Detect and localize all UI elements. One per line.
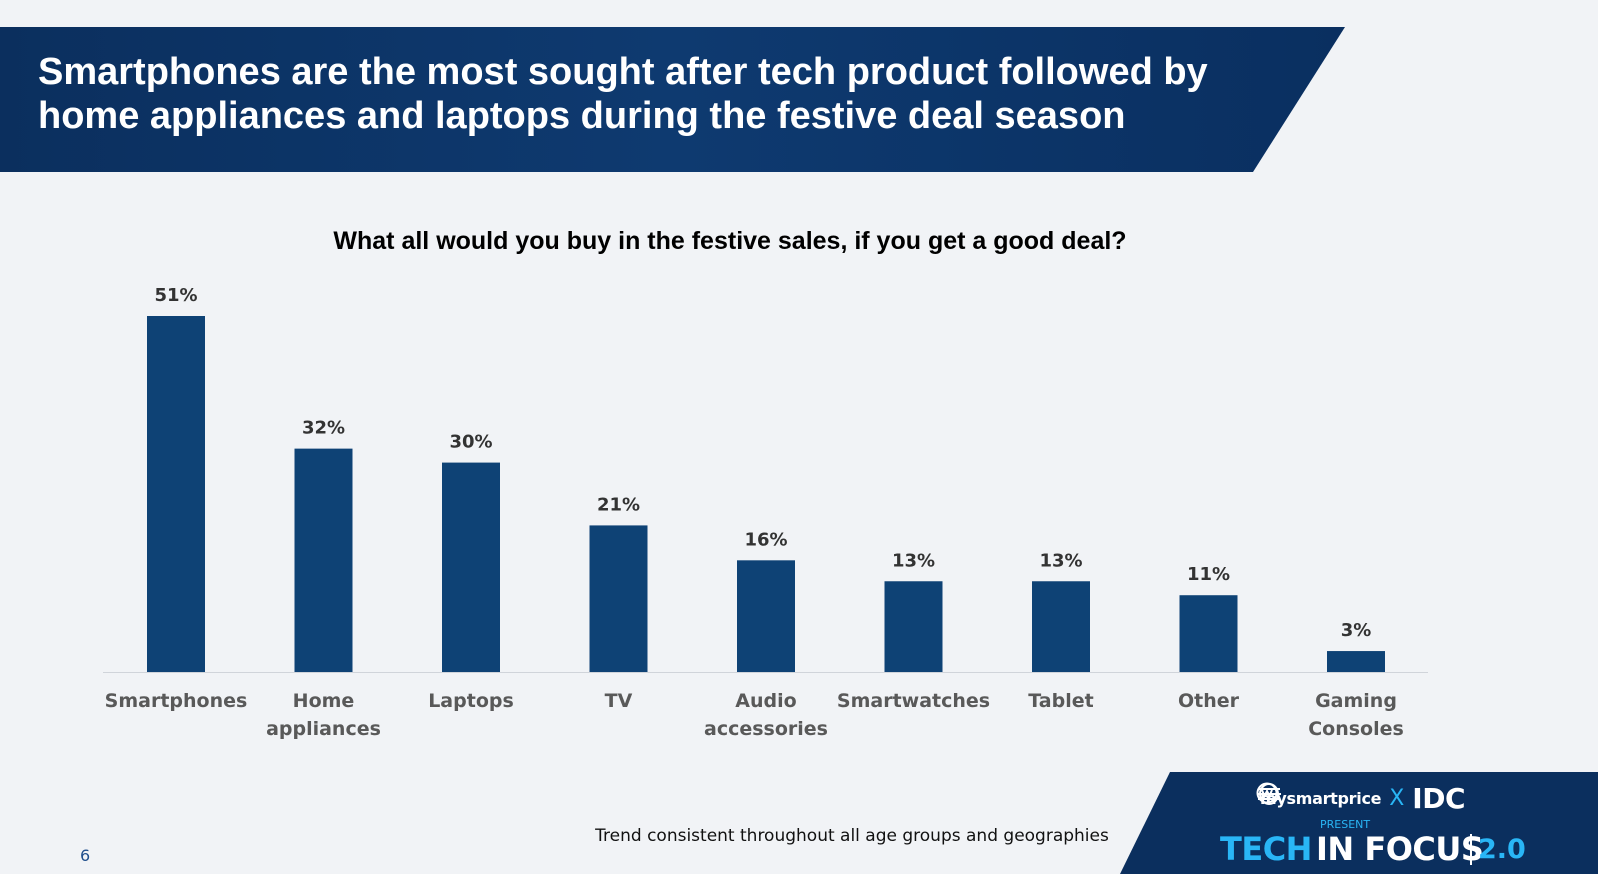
bar bbox=[737, 560, 795, 672]
bar bbox=[884, 581, 943, 672]
x-tick-label: Gaming Consoles bbox=[1308, 690, 1404, 740]
x-tick-label: Laptops bbox=[428, 690, 514, 712]
data-label: 30% bbox=[449, 432, 492, 453]
data-label: 13% bbox=[892, 550, 935, 571]
bar bbox=[1327, 651, 1385, 672]
bar bbox=[294, 448, 353, 672]
brand-panel: mysmartprice X IDC PRESENT TECH IN FOCUS… bbox=[1120, 772, 1598, 874]
x-tick-label: Smartphones bbox=[105, 690, 248, 712]
bar bbox=[1032, 581, 1090, 672]
data-label: 32% bbox=[302, 418, 345, 439]
title-banner bbox=[0, 27, 1345, 172]
data-label: 16% bbox=[744, 529, 787, 550]
x-tick-label: Home appliances bbox=[266, 690, 381, 740]
bar bbox=[1179, 595, 1238, 672]
x-tick-label: Audio accessories bbox=[704, 690, 828, 740]
data-label: 3% bbox=[1341, 620, 1372, 641]
bar bbox=[442, 462, 500, 672]
data-label: 21% bbox=[597, 494, 640, 515]
event-name-in-focus: IN FOCUS bbox=[1316, 830, 1484, 868]
brand-present: PRESENT bbox=[1320, 818, 1371, 831]
chart-title: What all would you buy in the festive sa… bbox=[333, 227, 1127, 255]
data-label: 51% bbox=[154, 285, 197, 306]
banner-shape bbox=[0, 27, 1345, 172]
footnote: Trend consistent throughout all age grou… bbox=[595, 826, 1109, 846]
page-number: 6 bbox=[80, 846, 91, 865]
x-tick-label: Smartwatches bbox=[837, 690, 990, 712]
page-title: Smartphones are the most sought after te… bbox=[38, 51, 1208, 137]
partner-name-idc: IDC bbox=[1412, 782, 1465, 815]
event-version: 2.0 bbox=[1470, 834, 1526, 865]
data-label: 13% bbox=[1039, 550, 1082, 571]
bar bbox=[147, 316, 205, 672]
partner-separator: X bbox=[1389, 786, 1405, 811]
idc-globe-icon bbox=[1257, 783, 1281, 805]
x-tick-label: TV bbox=[605, 690, 633, 712]
brand-logos: mysmartprice X IDC bbox=[1256, 782, 1465, 815]
brand-panel-shape bbox=[1120, 772, 1598, 874]
data-label: 11% bbox=[1187, 564, 1230, 585]
x-tick-label: Tablet bbox=[1028, 690, 1093, 712]
event-name-tech: TECH bbox=[1220, 830, 1312, 868]
partner-name-mysmartprice: mysmartprice bbox=[1260, 789, 1382, 808]
x-tick-label: Other bbox=[1178, 690, 1240, 712]
bar bbox=[589, 525, 648, 672]
